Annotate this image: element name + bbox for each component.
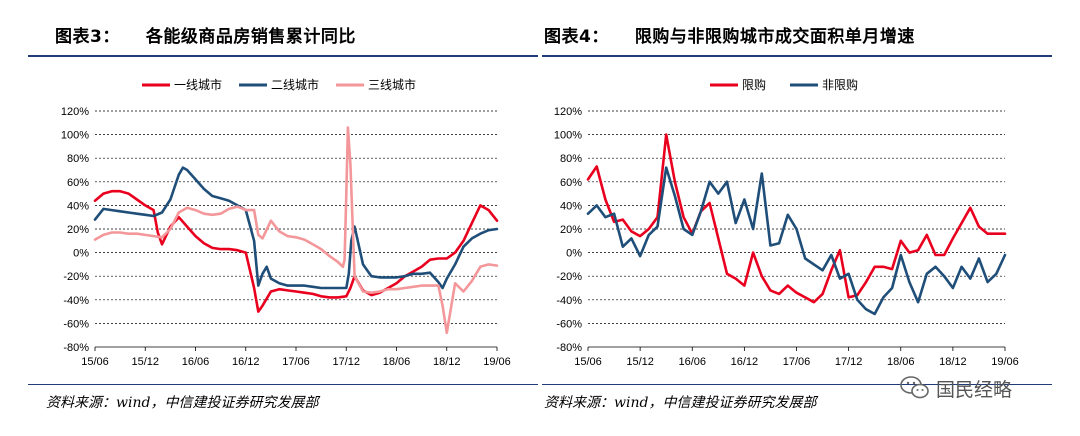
footer-divider	[542, 384, 1052, 385]
series-line	[93, 166, 499, 290]
y-tick-label: -80%	[556, 342, 582, 354]
figure-number: 图表4：	[544, 27, 609, 47]
x-tick-label: 18/06	[887, 356, 915, 368]
legend-label: 一线城市	[174, 77, 222, 92]
x-tick-label: 15/12	[626, 356, 654, 368]
y-tick-label: 20%	[560, 224, 582, 236]
right-chart-panel: 图表4： 限购与非限购城市成交面积单月增速 -80% -60% -40% -20% 0% 2…	[540, 0, 1080, 436]
legend-label: 非限购	[822, 77, 858, 92]
x-tick-label: 17/12	[835, 356, 863, 368]
source-note: 资料来源：wind，中信建投证券研究发展部	[544, 395, 817, 411]
figure-caption: 各能级商品房销售累计同比	[145, 27, 356, 47]
y-tick-label: 100%	[554, 130, 582, 142]
y-tick-label: -40%	[63, 295, 89, 307]
x-tick-label: 19/06	[991, 356, 1019, 368]
series-line	[586, 133, 1007, 304]
watermark-text: 国民经略	[936, 378, 1013, 401]
y-tick-label: -80%	[63, 342, 89, 354]
source-note: 资料来源：wind，中信建投证券研究发展部	[46, 395, 319, 411]
x-tick-label: 16/12	[232, 356, 260, 368]
x-tick-label: 15/06	[81, 356, 109, 368]
x-tick-label: 17/06	[282, 356, 310, 368]
title-underline	[542, 55, 1052, 57]
left-chart-panel: 图表3： 各能级商品房销售累计同比 -80% -60% -40% -20% 0% 20% 40…	[28, 22, 538, 411]
x-tick-label: 18/06	[383, 356, 411, 368]
series-line	[93, 126, 499, 335]
y-tick-label: 40%	[560, 200, 582, 212]
x-tick-label: 16/12	[731, 356, 759, 368]
chart-title: 图表4： 限购与非限购城市成交面积单月增速	[544, 22, 915, 47]
y-tick-label: 120%	[61, 106, 89, 118]
y-tick-label: -40%	[556, 295, 582, 307]
x-tick-label: 17/06	[783, 356, 811, 368]
y-tick-label: -60%	[556, 318, 582, 330]
chart-title: 图表3： 各能级商品房销售累计同比	[55, 22, 356, 47]
figure-number: 图表3：	[55, 27, 120, 47]
y-tick-label: 60%	[560, 177, 582, 189]
x-tick-label: 19/06	[483, 356, 511, 368]
x-tick-label: 15/06	[574, 356, 602, 368]
y-tick-label: 40%	[67, 200, 89, 212]
y-tick-label: 80%	[67, 153, 89, 165]
x-tick-label: 16/06	[678, 356, 706, 368]
x-tick-label: 18/12	[433, 356, 461, 368]
y-tick-label: 0%	[73, 248, 89, 260]
footer-divider	[28, 384, 538, 385]
x-tick-label: 15/12	[131, 356, 159, 368]
legend-label: 二线城市	[271, 77, 319, 92]
y-tick-label: -60%	[63, 318, 89, 330]
x-tick-label: 17/12	[332, 356, 360, 368]
y-tick-label: 80%	[560, 153, 582, 165]
y-tick-label: -20%	[63, 271, 89, 283]
y-tick-label: 100%	[61, 130, 89, 142]
y-tick-label: 120%	[554, 106, 582, 118]
y-tick-label: 20%	[67, 224, 89, 236]
series-line	[586, 166, 1007, 316]
y-tick-label: -20%	[556, 271, 582, 283]
monthly-area-growth-chart: -80% -60% -40% -20% 0% 20% 40% 60% 80% 100% 120% 15…	[554, 77, 1019, 368]
legend-label: 限购	[742, 77, 766, 92]
x-tick-label: 18/12	[939, 356, 967, 368]
x-tick-label: 16/06	[182, 356, 210, 368]
y-tick-label: 0%	[566, 248, 582, 260]
legend-label: 三线城市	[368, 77, 416, 92]
watermark: 国民经略	[900, 368, 1012, 408]
series-line	[93, 189, 499, 313]
figure-caption: 限购与非限购城市成交面积单月增速	[634, 27, 915, 47]
wechat-icon	[900, 376, 929, 399]
cumulative-sales-yoy-chart: -80% -60% -40% -20% 0% 20% 40% 60% 80% 100% 120% 15…	[61, 77, 511, 368]
title-underline	[28, 55, 538, 57]
y-tick-label: 60%	[67, 177, 89, 189]
